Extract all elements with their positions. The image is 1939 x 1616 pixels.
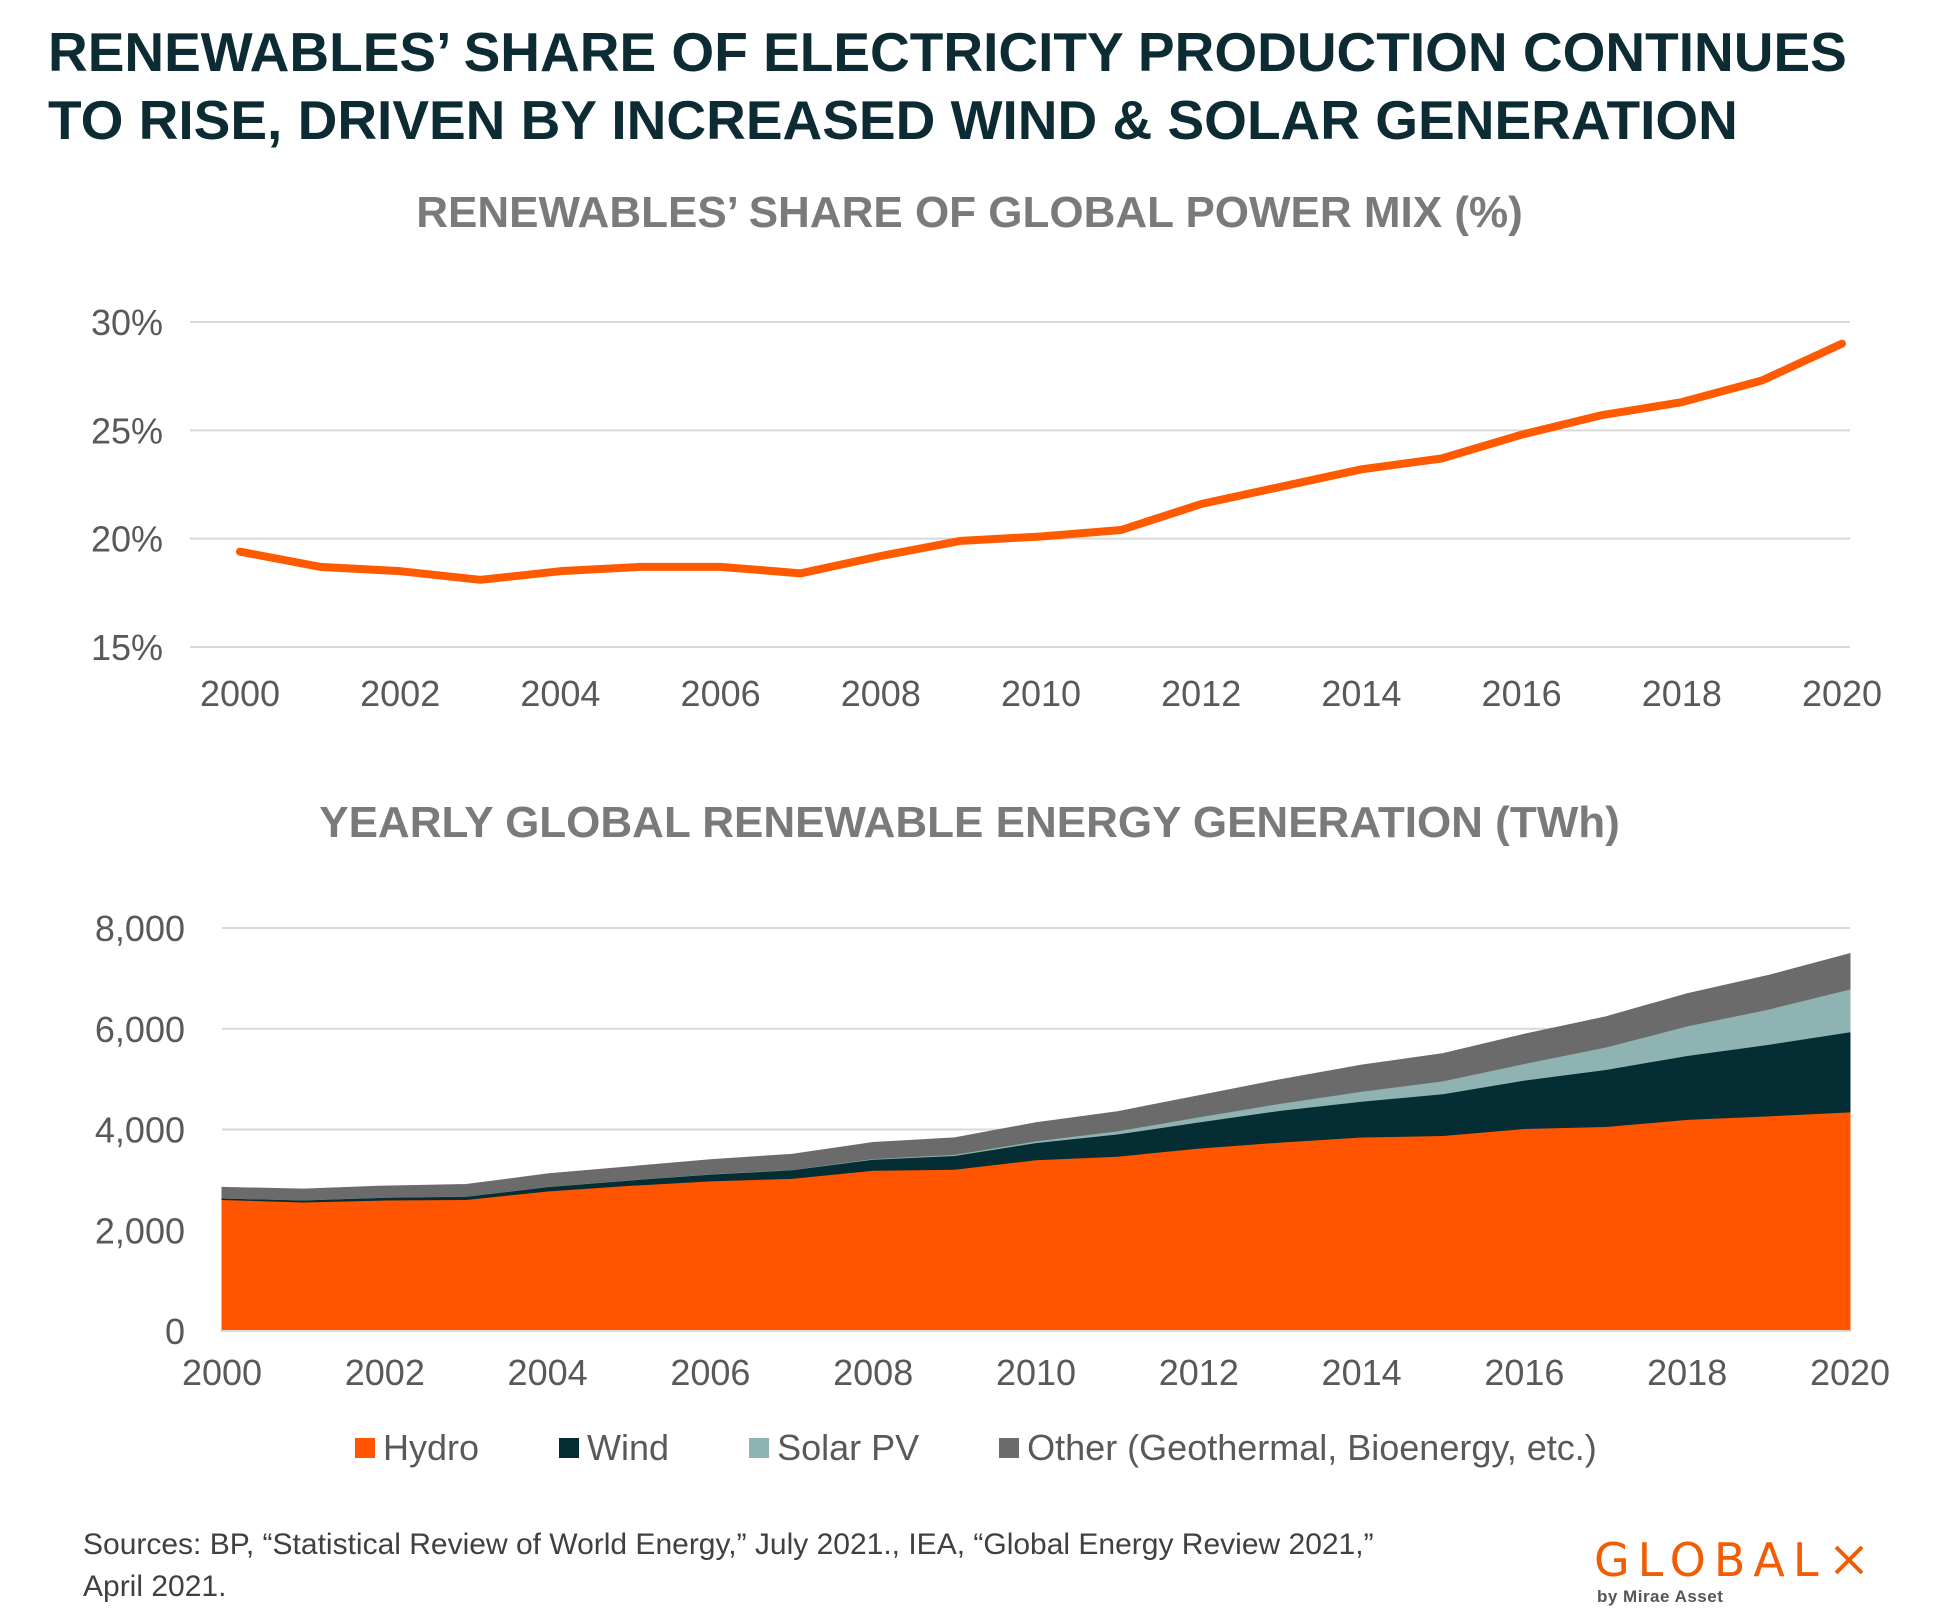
area-other bbox=[221, 953, 1851, 1201]
legend-label: Other (Geothermal, Bioenergy, etc.) bbox=[1027, 1427, 1597, 1468]
legend-swatch bbox=[559, 1438, 580, 1458]
x-tick-label: 2000 bbox=[182, 1352, 262, 1393]
x-tick-label: 2020 bbox=[1802, 673, 1882, 714]
x-tick-label: 2016 bbox=[1482, 673, 1562, 714]
x-tick-label: 2004 bbox=[520, 673, 600, 714]
y-tick-label: 8,000 bbox=[95, 908, 185, 949]
x-tick-label: 2018 bbox=[1647, 1352, 1727, 1393]
y-tick-label: 25% bbox=[91, 410, 163, 451]
headline: RENEWABLES’ SHARE OF ELECTRICITY PRODUCT… bbox=[48, 21, 1847, 151]
x-tick-label: 2012 bbox=[1161, 673, 1241, 714]
x-tick-label: 2020 bbox=[1810, 1352, 1890, 1393]
legend-swatch bbox=[999, 1438, 1020, 1458]
x-tick-label: 2008 bbox=[833, 1352, 913, 1393]
x-tick-label: 2014 bbox=[1322, 1352, 1402, 1393]
x-tick-label: 2008 bbox=[841, 673, 921, 714]
y-tick-label: 20% bbox=[91, 519, 163, 560]
x-tick-label: 2002 bbox=[345, 1352, 425, 1393]
series-line bbox=[236, 339, 1846, 584]
legend-item: Other (Geothermal, Bioenergy, etc.) bbox=[999, 1427, 1597, 1469]
y-tick-label: 2,000 bbox=[95, 1210, 185, 1251]
y-tick-label: 15% bbox=[91, 627, 163, 668]
x-tick-label: 2006 bbox=[681, 673, 761, 714]
legend-swatch bbox=[749, 1438, 770, 1458]
y-tick-label: 6,000 bbox=[95, 1009, 185, 1050]
x-tick-label: 2016 bbox=[1484, 1352, 1564, 1393]
logo-subtext: by Mirae Asset bbox=[1597, 1587, 1724, 1606]
legend-item: Solar PV bbox=[749, 1427, 919, 1469]
chart-title-power-mix: RENEWABLES’ SHARE OF GLOBAL POWER MIX (%… bbox=[416, 188, 1523, 237]
legend: Hydro Wind Solar PV Other (Geothermal, Bioe… bbox=[355, 1423, 1597, 1473]
area-chart-generation: 0 2,000 4,000 6,000 8,000 2000 2002 2004 2006 200… bbox=[95, 908, 1890, 1393]
x-tick-label: 2010 bbox=[1001, 673, 1081, 714]
line-chart-power-mix: 15% 20% 25% 30% 2000 2002 2004 2006 2008 2010 2012… bbox=[91, 302, 1882, 714]
x-tick-label: 2012 bbox=[1159, 1352, 1239, 1393]
legend-item: Hydro bbox=[355, 1427, 479, 1469]
x-tick-label: 2018 bbox=[1642, 673, 1722, 714]
x-tick-label: 2010 bbox=[996, 1352, 1076, 1393]
legend-label: Wind bbox=[587, 1427, 670, 1468]
x-tick-label: 2004 bbox=[508, 1352, 588, 1393]
x-tick-label: 2002 bbox=[360, 673, 440, 714]
legend-label: Solar PV bbox=[777, 1427, 920, 1468]
y-tick-label: 4,000 bbox=[95, 1110, 185, 1151]
chart-title-generation: YEARLY GLOBAL RENEWABLE ENERGY GENERATIO… bbox=[319, 798, 1620, 847]
legend-label: Hydro bbox=[383, 1427, 480, 1468]
logo-x-mark bbox=[1834, 1545, 1864, 1575]
logo-wordmark: GLOBAL bbox=[1594, 1533, 1827, 1587]
legend-swatch bbox=[355, 1438, 375, 1458]
x-tick-label: 2014 bbox=[1321, 673, 1401, 714]
x-tick-label: 2000 bbox=[200, 673, 280, 714]
legend-item: Wind bbox=[559, 1427, 669, 1469]
y-tick-label: 30% bbox=[91, 302, 163, 343]
x-tick-label: 2006 bbox=[670, 1352, 750, 1393]
sources-note: Sources: BP, “Statistical Review of Worl… bbox=[83, 1528, 1374, 1603]
global-x-logo: GLOBAL by Mirae Asset bbox=[1594, 1533, 1884, 1608]
y-tick-label: 0 bbox=[165, 1311, 185, 1352]
